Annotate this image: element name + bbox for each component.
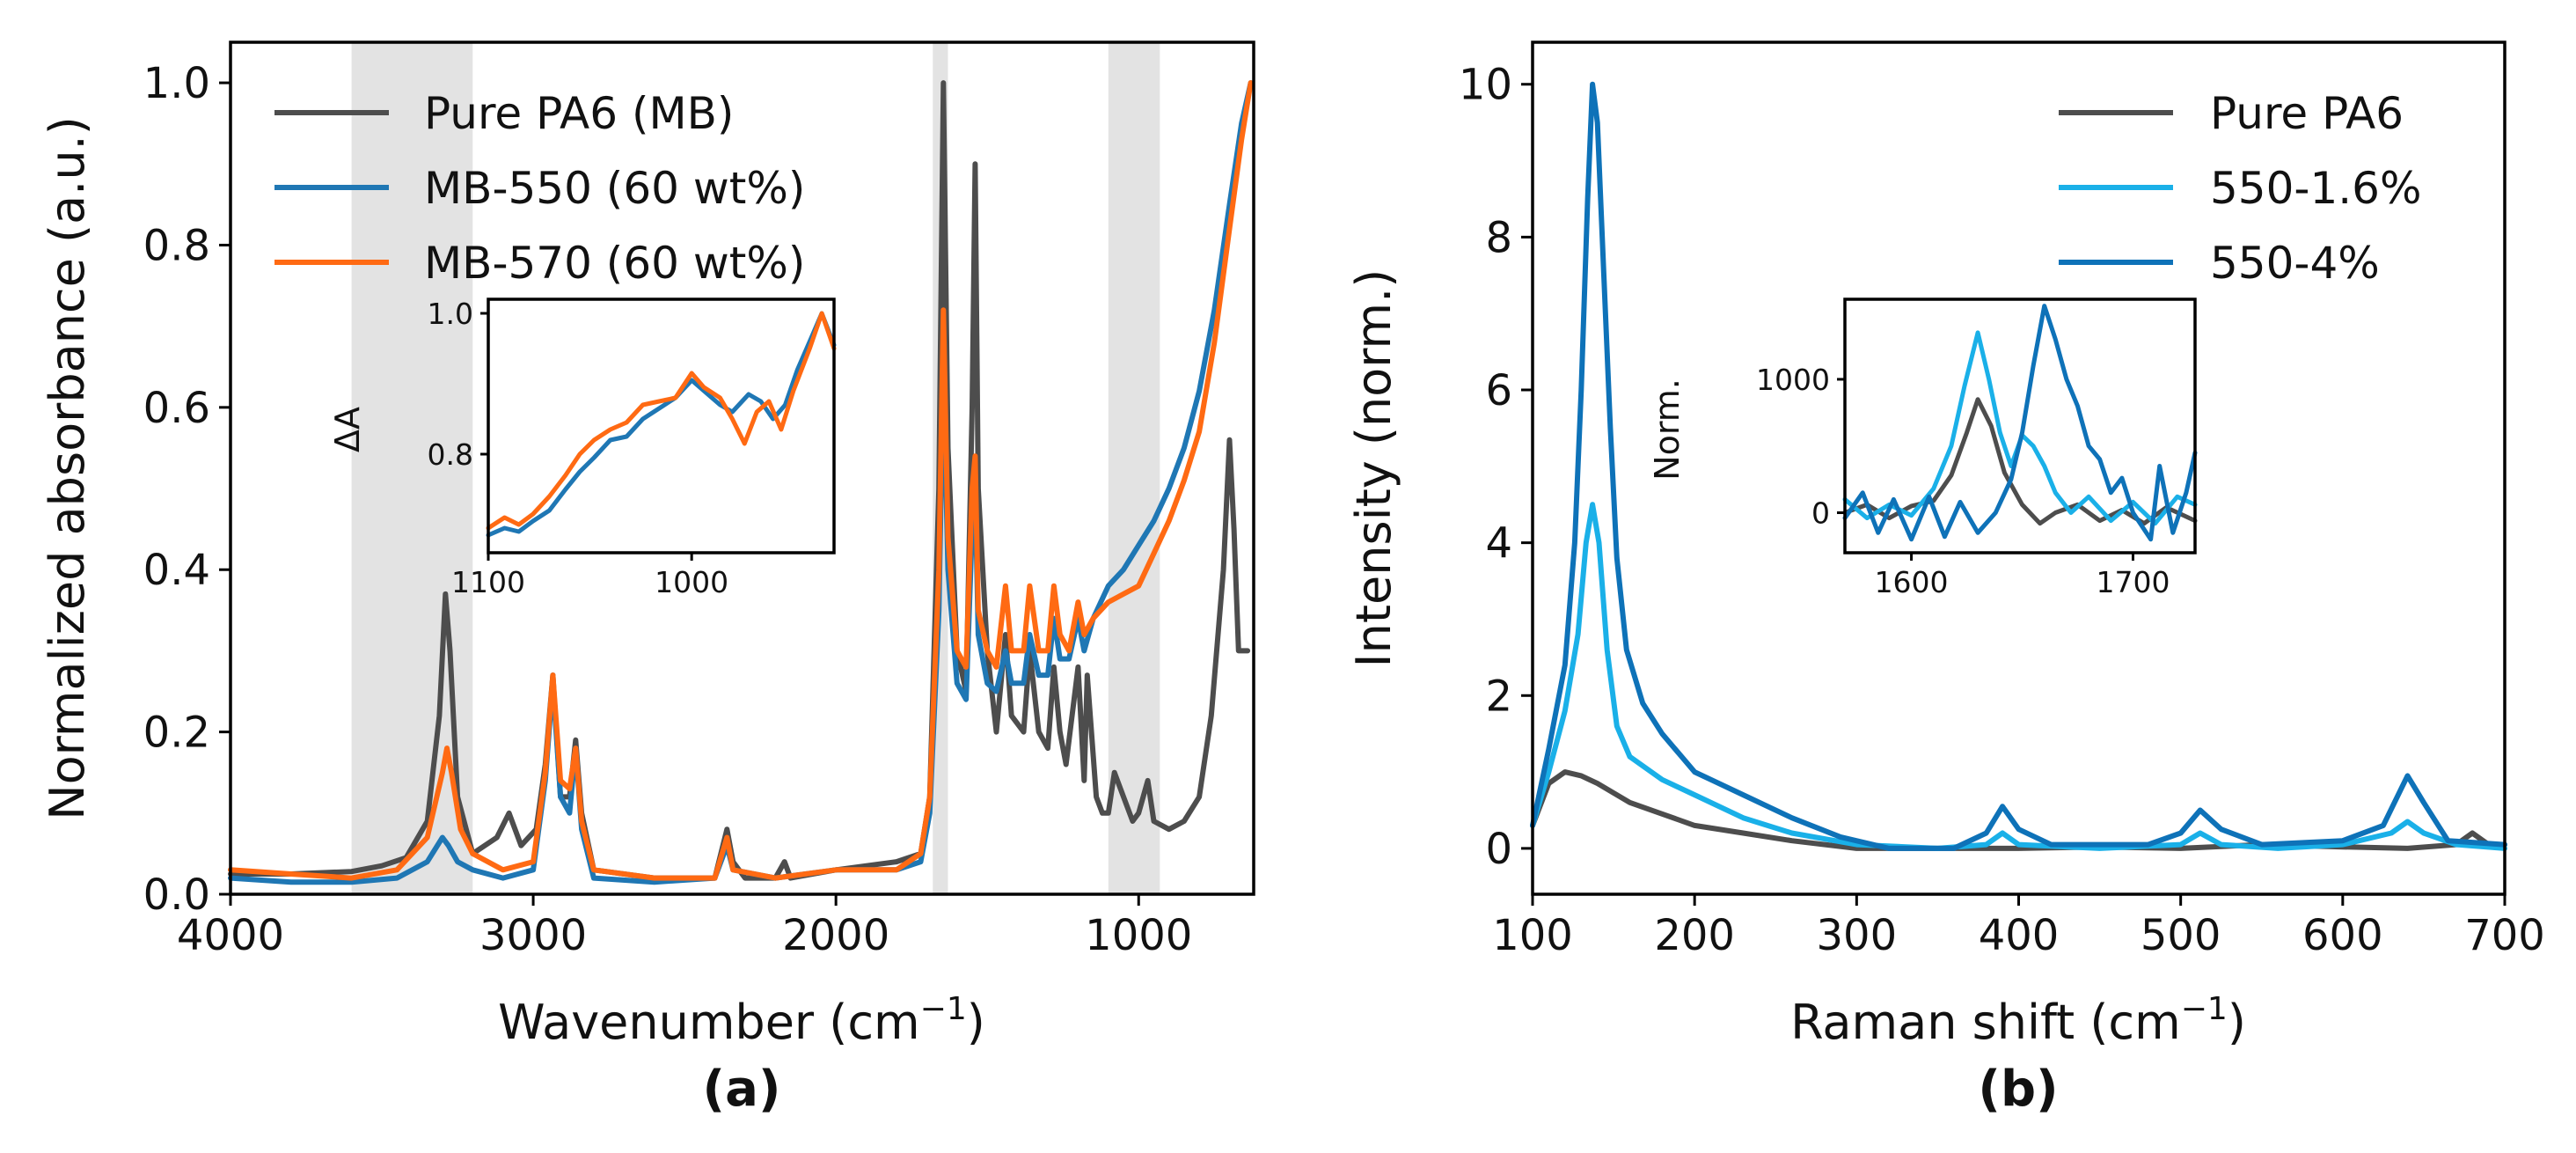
panel-a-x-axis-label: Wavenumber (cm−1) xyxy=(498,991,985,1050)
panel-a-inset-y-tick-label: 1.0 xyxy=(428,297,473,331)
panel-b-legend: Pure PA6 550-1.6% 550-4% xyxy=(2059,88,2422,289)
panel-b-inset-y-label: Norm. xyxy=(1648,378,1687,481)
panel-b-x-tick-label: 300 xyxy=(1817,911,1898,960)
legend-label-mb-570: MB-570 (60 wt%) xyxy=(424,238,805,289)
panel-a-y-tick-label: 0.4 xyxy=(143,546,210,595)
panel-b-y-axis-label: Intensity (norm.) xyxy=(1346,269,1401,668)
legend-label-pure-pa6: Pure PA6 xyxy=(2210,88,2404,139)
panel-b-inset-y-tick-label: 1000 xyxy=(1756,363,1830,397)
panel-a-inset-x-tick-label: 1000 xyxy=(655,565,728,599)
panel-b-inset-series xyxy=(1842,304,2198,542)
panel-b-inset-series-550-4 xyxy=(1842,304,2198,542)
panel-a-inset-x-ticks: 1100 1000 xyxy=(451,553,728,599)
panel-a-inset-series-mb-570-60-wt xyxy=(486,311,837,531)
panel-b-series xyxy=(1530,81,2507,851)
legend-label-550-4: 550-4% xyxy=(2210,238,2380,289)
panel-a-x-tick-label: 4000 xyxy=(177,911,284,960)
panel-a-y-tick-label: 0.2 xyxy=(143,709,210,758)
panel-a-series-mb-570-60-wt xyxy=(228,80,1254,881)
panel-b-x-tick-label: 400 xyxy=(1979,911,2060,960)
panel-a-series xyxy=(228,80,1254,885)
panel-b-y-tick-label: 6 xyxy=(1485,366,1512,415)
panel-a-legend: Pure PA6 (MB) MB-550 (60 wt%) MB-570 (60… xyxy=(274,88,805,289)
panel-a-x-ticks: 4000 3000 2000 1000 xyxy=(177,894,1192,960)
panel-a-inset-x-tick-label: 1100 xyxy=(451,565,525,599)
panel-a-inset-y-ticks: 0.8 1.0 xyxy=(428,297,488,472)
panel-a-inset-series xyxy=(486,311,837,538)
panel-b-x-tick-label: 200 xyxy=(1654,911,1735,960)
panel-b-y-tick-label: 0 xyxy=(1485,825,1512,874)
panel-b-x-tick-label: 600 xyxy=(2302,911,2383,960)
panel-a-x-tick-label: 2000 xyxy=(782,911,889,960)
panel-a-y-axis-label: Normalized absorbance (a.u.) xyxy=(40,116,95,820)
panel-a-y-tick-label: 0.6 xyxy=(143,384,210,433)
panel-a-y-ticks: 0.0 0.2 0.4 0.6 0.8 1.0 xyxy=(143,59,231,920)
panel-b-inset-x-ticks: 1600 1700 xyxy=(1875,553,2170,599)
legend-label-pure-pa6-mb: Pure PA6 (MB) xyxy=(424,88,734,139)
panel-b-inset-x-tick-label: 1600 xyxy=(1875,565,1949,599)
panel-b-label: (b) xyxy=(1978,1061,2058,1118)
panel-b-y-tick-label: 2 xyxy=(1485,672,1512,721)
panel-a-x-label-superscript: −1 xyxy=(920,991,967,1027)
legend-label-550-1-6: 550-1.6% xyxy=(2210,163,2422,214)
panel-a-inset-frame xyxy=(487,297,836,554)
panel-a-inset: 1100 1000 0.8 1.0 ΔA xyxy=(328,297,837,599)
panel-b-x-ticks: 100 200 300 400 500 600 700 xyxy=(1492,894,2545,960)
panel-b-x-label-close: ) xyxy=(2228,995,2246,1050)
panel-b-inset-frame xyxy=(1843,297,2197,554)
panel-a-shaded-band-3 xyxy=(1108,42,1160,894)
panel-b-chart: 100 200 300 400 500 600 700 0 2 4 6 8 10 Pure PA6 5… xyxy=(1346,40,2545,1118)
panel-a-x-label-main: Wavenumber (cm xyxy=(498,995,920,1050)
panel-a-chart: 4000 3000 2000 1000 0.0 0.2 0.4 0.6 0.8 1.0 Pure… xyxy=(40,40,1255,1118)
panel-b-y-tick-label: 10 xyxy=(1459,61,1512,110)
panel-b-x-label-main: Raman shift (cm xyxy=(1790,995,2181,1050)
panel-b-x-tick-label: 500 xyxy=(2141,911,2221,960)
panel-a-x-tick-label: 3000 xyxy=(479,911,587,960)
panel-b-y-ticks: 0 2 4 6 8 10 xyxy=(1459,61,1533,874)
panel-b-x-axis-label: Raman shift (cm−1) xyxy=(1790,991,2246,1050)
panel-a-series-pure-pa6-mb xyxy=(228,80,1251,881)
panel-b-x-tick-label: 100 xyxy=(1492,911,1573,960)
panel-a-label: (a) xyxy=(703,1061,781,1118)
panel-b-y-tick-label: 8 xyxy=(1485,213,1512,262)
panel-a-shaded-bands xyxy=(351,42,1160,894)
panel-b-x-label-superscript: −1 xyxy=(2181,991,2228,1027)
panel-a-axes-frame xyxy=(229,40,1255,896)
panel-b-inset-y-tick-label: 0 xyxy=(1811,496,1830,531)
panel-b-inset-y-ticks: 0 1000 xyxy=(1756,363,1845,531)
panel-b-x-tick-label: 700 xyxy=(2464,911,2545,960)
panel-b-y-tick-label: 4 xyxy=(1485,519,1512,569)
panel-b-series-550-4 xyxy=(1530,81,2507,851)
panel-a-x-tick-label: 1000 xyxy=(1085,911,1192,960)
panel-b-inset-x-tick-label: 1700 xyxy=(2096,565,2170,599)
panel-a-y-tick-label: 0.8 xyxy=(143,221,210,270)
panel-a-inset-y-label: ΔA xyxy=(328,407,367,452)
panel-a-y-tick-label: 0.0 xyxy=(143,870,210,920)
panel-b-series-550-1-6 xyxy=(1530,502,2507,851)
panel-a-inset-y-tick-label: 0.8 xyxy=(428,437,473,472)
panel-a-x-label-close: ) xyxy=(967,995,985,1050)
panel-a-y-tick-label: 1.0 xyxy=(143,59,210,108)
legend-label-mb-550: MB-550 (60 wt%) xyxy=(424,163,805,214)
panel-a-shaded-band-1 xyxy=(351,42,473,894)
panel-b-inset: 1600 1700 0 1000 Norm. xyxy=(1648,297,2198,599)
